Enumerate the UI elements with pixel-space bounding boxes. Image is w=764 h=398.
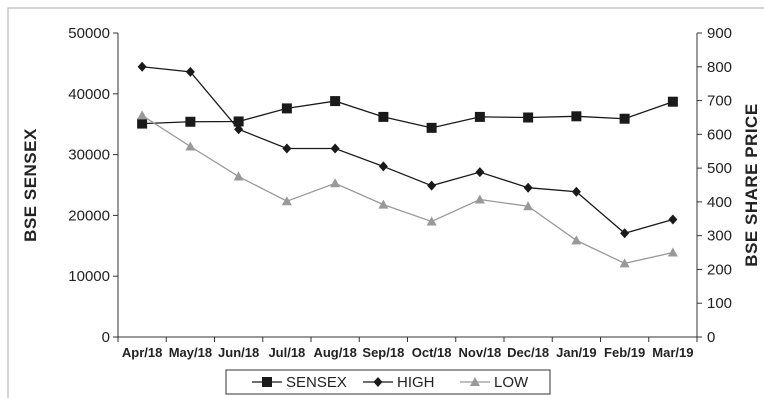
x-tick-label: Dec/18 (507, 345, 549, 360)
data-point-low (426, 216, 437, 226)
y-tick-label-left: 10000 (68, 268, 110, 285)
legend-marker-sensex (262, 377, 272, 387)
data-point-high (475, 167, 485, 178)
y-tick-label-left: 0 (102, 329, 110, 346)
data-point-sensex (667, 96, 678, 107)
legend-label-sensex: SENSEX (286, 374, 347, 391)
data-point-sensex (426, 122, 437, 133)
y-tick-label-right: 500 (707, 160, 732, 177)
data-point-sensex (378, 111, 389, 122)
data-point-high (620, 228, 630, 239)
y-tick-label-right: 200 (707, 261, 732, 278)
data-point-high (378, 161, 388, 172)
data-point-low (281, 196, 292, 206)
x-tick-label: Nov/18 (459, 345, 502, 360)
y-tick-label-right: 100 (707, 295, 732, 312)
y-tick-label-right: 700 (707, 93, 732, 110)
series-line-sensex (142, 100, 674, 129)
data-point-sensex (330, 96, 341, 107)
y-axis-title-right: BSE SHARE PRICE (742, 103, 761, 266)
x-tick-label: May/18 (169, 345, 212, 360)
x-tick-label: Jan/19 (556, 345, 596, 360)
data-point-high (523, 182, 533, 193)
y-tick-label-right: 800 (707, 59, 732, 76)
legend-label-low: LOW (494, 374, 529, 391)
legend-box (225, 369, 551, 395)
y-tick-label-left: 50000 (68, 25, 110, 42)
chart-frame (7, 7, 764, 398)
data-point-low (571, 235, 582, 245)
data-point-high (427, 180, 437, 191)
data-point-low (523, 201, 534, 211)
series-line-high (142, 66, 674, 235)
data-point-high (234, 124, 244, 135)
y-tick-label-left: 40000 (68, 86, 110, 103)
x-tick-label: Apr/18 (122, 345, 162, 360)
data-point-sensex (233, 116, 244, 127)
data-point-sensex (137, 118, 148, 129)
data-point-low (185, 141, 196, 151)
series-layer (137, 61, 678, 268)
x-tick-label: Feb/19 (604, 345, 645, 360)
x-tick-label: Jul/18 (268, 345, 305, 360)
y-tick-label-right: 0 (707, 329, 715, 346)
data-point-sensex (523, 112, 534, 123)
data-point-low (474, 194, 485, 204)
data-point-high (137, 61, 147, 72)
y-tick-label-left: 20000 (68, 207, 110, 224)
x-tick-label: Sep/18 (362, 345, 404, 360)
legend-label-high: HIGH (397, 374, 435, 391)
data-point-low (378, 199, 389, 209)
data-point-low (137, 110, 148, 120)
y-tick-label-left: 30000 (68, 147, 110, 164)
data-point-low (667, 247, 678, 257)
x-tick-label: Mar/19 (652, 345, 693, 360)
y-tick-label-right: 600 (707, 126, 732, 143)
y-axis-title-left: BSE SENSEX (21, 128, 40, 242)
data-point-high (668, 214, 678, 225)
y-tick-label-right: 900 (707, 25, 732, 42)
data-point-sensex (474, 111, 485, 122)
data-point-low (233, 171, 244, 181)
data-point-sensex (185, 116, 196, 127)
data-point-sensex (281, 103, 292, 114)
data-point-high (185, 66, 195, 77)
data-point-sensex (619, 113, 630, 124)
data-point-low (619, 258, 630, 268)
legend-marker-low (470, 377, 480, 386)
legend-marker-high (373, 377, 383, 387)
data-point-high (330, 143, 340, 154)
axes: 0 10000 20000 30000 40000 50000 0 100 200 300 400 5… (68, 25, 732, 360)
x-tick-label: Oct/18 (412, 345, 452, 360)
data-point-low (330, 178, 341, 188)
data-point-high (282, 143, 292, 154)
legend: SENSEX HIGH LOW (225, 369, 551, 395)
series-line-low (141, 114, 674, 265)
data-point-sensex (571, 111, 582, 122)
y-tick-label-right: 300 (707, 228, 732, 245)
x-tick-label: Jun/18 (218, 345, 259, 360)
x-tick-label: Aug/18 (313, 345, 356, 360)
data-point-high (571, 186, 581, 197)
y-tick-label-right: 400 (707, 194, 732, 211)
